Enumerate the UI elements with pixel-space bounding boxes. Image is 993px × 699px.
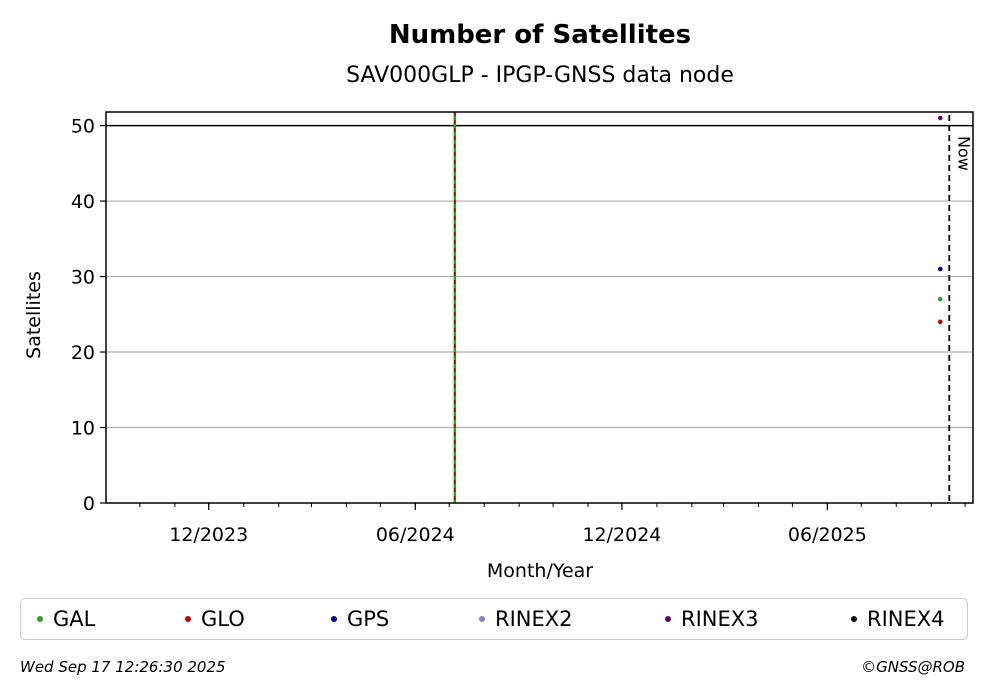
x-tick-label: 06/2025 <box>788 524 867 546</box>
legend-label: GAL <box>53 607 96 631</box>
y-tick-label: 40 <box>71 191 95 213</box>
legend-marker <box>331 616 337 622</box>
footer-credit: ©GNSS@ROB <box>861 658 965 676</box>
legend-item-gal: GAL <box>37 599 95 639</box>
y-axis-ticks: 0 10 20 30 40 50 <box>71 116 106 515</box>
legend-item-glo: GLO <box>185 599 245 639</box>
legend-marker <box>185 616 191 622</box>
x-tick-label: 06/2024 <box>376 524 455 546</box>
plot-frame <box>105 111 974 504</box>
legend-marker <box>37 616 43 622</box>
legend-label: RINEX4 <box>867 607 945 631</box>
data-point-glo <box>937 319 943 325</box>
chart-subtitle: SAV000GLP - IPGP-GNSS data node <box>346 63 734 88</box>
data-point-gps <box>937 266 943 272</box>
legend-marker <box>851 616 857 622</box>
legend-label: RINEX2 <box>495 607 573 631</box>
grid-lines <box>106 200 973 429</box>
reference-lines: Now <box>106 112 973 503</box>
chart-title: Number of Satellites <box>389 20 691 50</box>
x-axis-ticks: 12/2023 06/2024 12/2024 06/2025 <box>139 503 966 546</box>
legend-label: RINEX3 <box>681 607 759 631</box>
data-points <box>937 115 943 325</box>
y-tick-label: 30 <box>71 267 95 289</box>
y-tick-label: 50 <box>71 116 95 138</box>
x-tick-label: 12/2023 <box>169 524 248 546</box>
legend-marker <box>665 616 671 622</box>
legend: GAL GLO GPS RINEX2 RINEX3 RINEX4 <box>20 598 968 640</box>
now-label: Now <box>954 136 973 171</box>
y-tick-label: 10 <box>71 418 95 440</box>
x-axis-label: Month/Year <box>487 560 593 582</box>
legend-marker <box>479 616 485 622</box>
data-point-rinex3 <box>937 115 943 121</box>
data-point-gal <box>937 296 943 302</box>
legend-item-rinex2: RINEX2 <box>479 599 573 639</box>
legend-label: GLO <box>201 607 245 631</box>
satellites-chart: Number of Satellites SAV000GLP - IPGP-GN… <box>23 20 974 582</box>
y-tick-label: 0 <box>83 493 95 515</box>
legend-label: GPS <box>347 607 390 631</box>
legend-item-rinex4: RINEX4 <box>851 599 945 639</box>
y-tick-label: 20 <box>71 342 95 364</box>
footer-timestamp: Wed Sep 17 12:26:30 2025 <box>20 658 226 676</box>
legend-item-rinex3: RINEX3 <box>665 599 759 639</box>
x-tick-label: 12/2024 <box>582 524 661 546</box>
y-axis-label: Satellites <box>23 271 45 359</box>
legend-item-gps: GPS <box>331 599 389 639</box>
